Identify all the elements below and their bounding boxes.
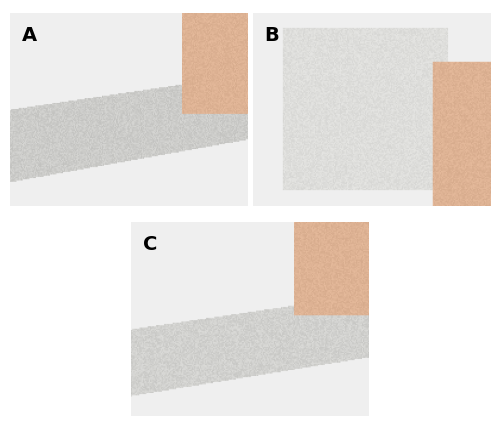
Text: C: C: [144, 235, 158, 254]
Text: B: B: [264, 26, 280, 45]
Text: A: A: [22, 26, 37, 45]
